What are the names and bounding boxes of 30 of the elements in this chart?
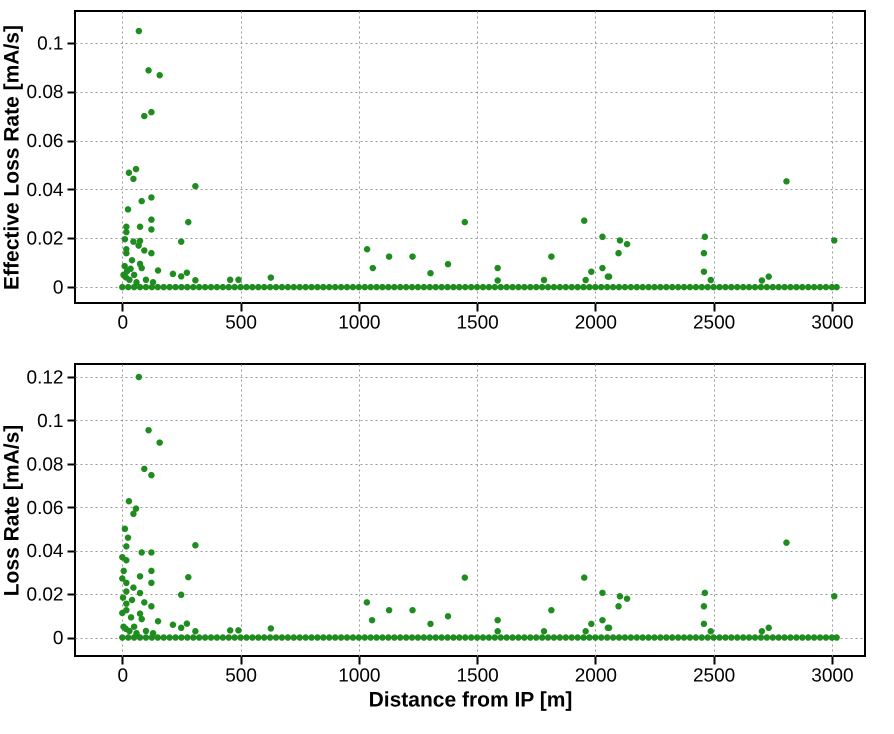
y-tick-label: 0.08 [26,82,64,104]
y-tick-label: 0 [52,278,64,299]
y-axis-title: Effective Loss Rate [mA/s] [0,25,24,290]
y-tick-label: 0.02 [26,584,64,606]
y-tick-label: 0.1 [37,33,64,54]
y-tick-label: 0.08 [26,454,64,476]
x-tick-label: 0 [118,312,128,334]
y-tick-label: 0.12 [26,368,64,389]
y-tick-label: 0.02 [26,228,64,250]
y-tick-label: 0 [52,628,64,650]
x-tick-label: 0 [118,666,128,686]
y-tick-label: 0.04 [26,541,64,562]
x-tick-label: 1500 [456,312,499,334]
x-tick-label: 3000 [811,666,854,686]
x-tick-label: 2500 [692,312,736,334]
y-tick-label: 0.04 [26,180,64,201]
x-tick-label: 3000 [811,312,854,334]
x-tick-label: 2500 [692,666,736,686]
x-tick-label: 500 [225,312,257,334]
y-axis-title: Loss Rate [mA/s] [0,424,24,596]
x-axis-title: Distance from IP [m] [368,688,572,712]
x-tick-label: 1500 [456,666,499,686]
x-tick-label: 1000 [338,666,380,686]
x-tick-label: 500 [225,666,257,686]
y-tick-label: 0.06 [26,498,64,519]
y-tick-label: 0.1 [37,410,64,432]
x-tick-label: 1000 [338,312,380,334]
x-tick-label: 2000 [574,312,617,334]
x-tick-label: 2000 [574,666,617,686]
y-tick-label: 0.06 [26,131,64,152]
